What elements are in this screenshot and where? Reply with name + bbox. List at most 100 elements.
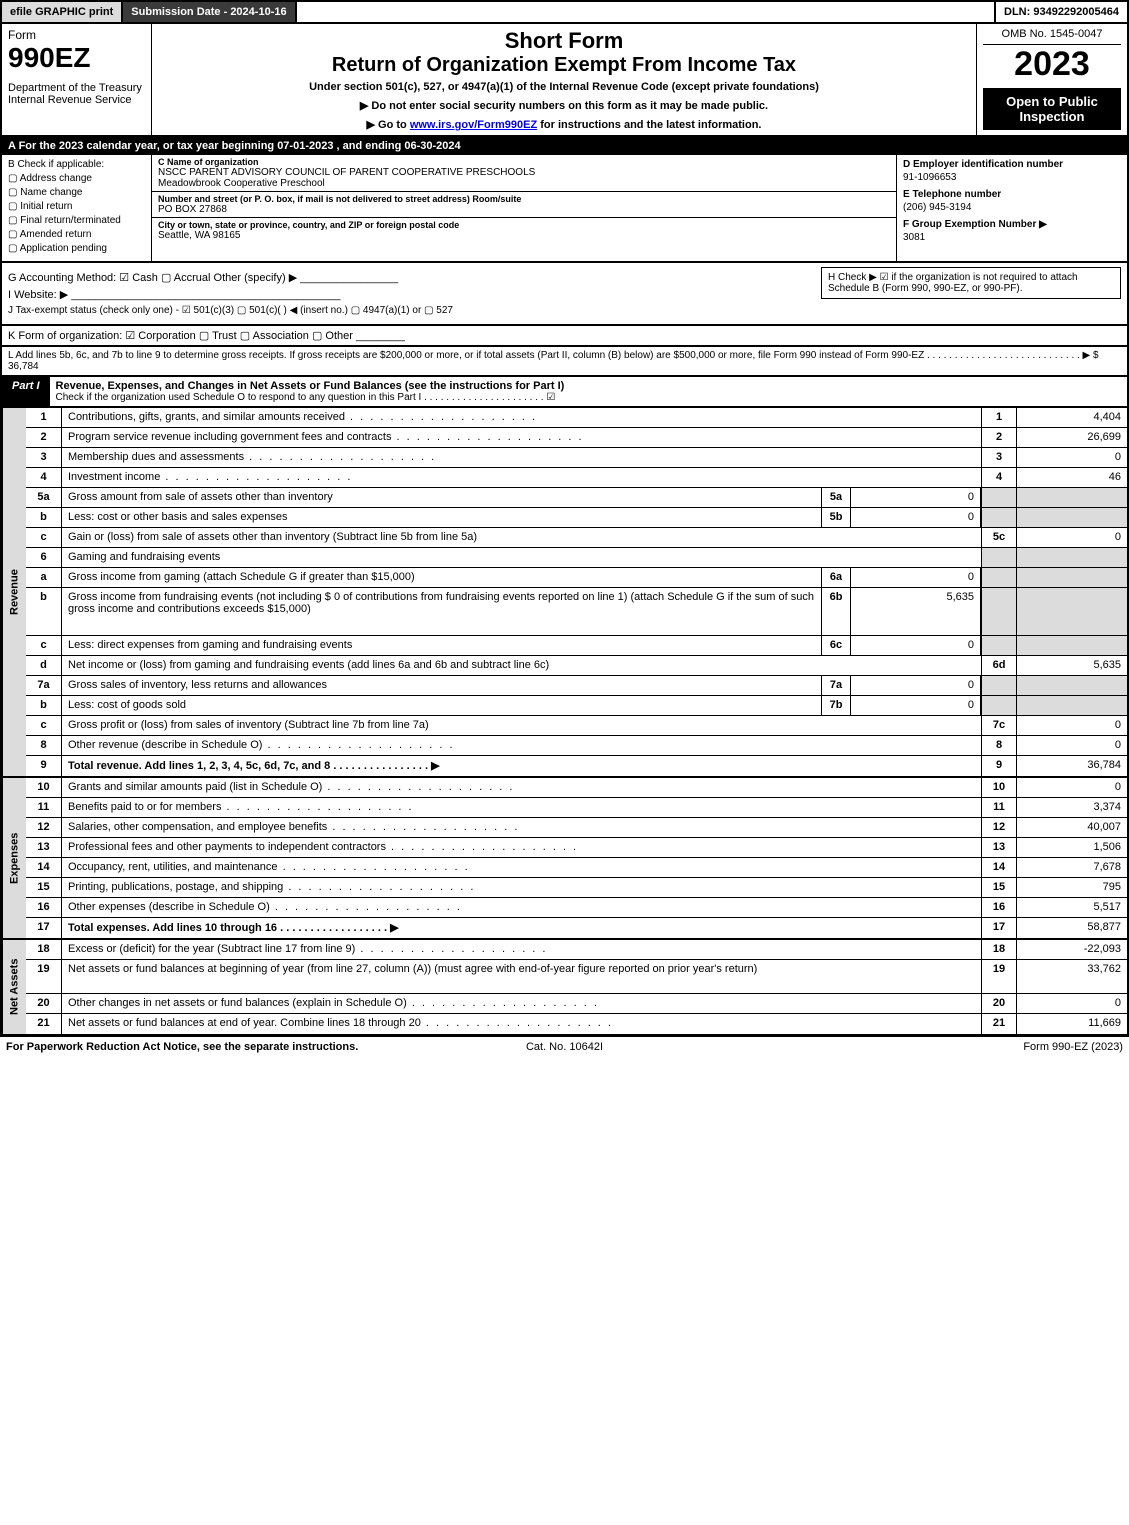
desc: Gain or (loss) from sale of assets other… — [62, 528, 981, 547]
rn: 4 — [981, 468, 1017, 487]
table-row: 12Salaries, other compensation, and empl… — [26, 818, 1127, 838]
rv-shaded — [1017, 636, 1127, 655]
org-addr-label: Number and street (or P. O. box, if mail… — [158, 194, 890, 204]
rn-shaded — [981, 568, 1017, 587]
rn: 5c — [981, 528, 1017, 547]
ln: 13 — [26, 838, 62, 857]
rn: 19 — [981, 960, 1017, 993]
ln: b — [26, 696, 62, 715]
chk-address-change[interactable]: Address change — [8, 173, 145, 184]
rn: 17 — [981, 918, 1017, 938]
rv: 36,784 — [1017, 756, 1127, 776]
short-form-label: Short Form — [158, 28, 970, 54]
desc: Occupancy, rent, utilities, and maintena… — [62, 858, 981, 877]
part-1-tab: Part I — [2, 377, 50, 406]
table-row: 19Net assets or fund balances at beginni… — [26, 960, 1127, 994]
part-1-grid: Revenue 1Contributions, gifts, grants, a… — [0, 408, 1129, 1036]
table-row: 17Total expenses. Add lines 10 through 1… — [26, 918, 1127, 938]
desc: Investment income — [62, 468, 981, 487]
part-1-subtitle: Check if the organization used Schedule … — [56, 392, 1121, 403]
topbar: efile GRAPHIC print Submission Date - 20… — [0, 0, 1129, 24]
mv: 0 — [851, 488, 981, 507]
rn-shaded — [981, 548, 1017, 567]
table-row: aGross income from gaming (attach Schedu… — [26, 568, 1127, 588]
rn: 11 — [981, 798, 1017, 817]
desc: Gross profit or (loss) from sales of inv… — [62, 716, 981, 735]
rv: 46 — [1017, 468, 1127, 487]
omb-number: OMB No. 1545-0047 — [983, 28, 1121, 45]
ln: b — [26, 508, 62, 527]
desc: Other revenue (describe in Schedule O) — [62, 736, 981, 755]
mv: 0 — [851, 676, 981, 695]
chk-initial-return[interactable]: Initial return — [8, 201, 145, 212]
rv: 0 — [1017, 736, 1127, 755]
mv: 0 — [851, 636, 981, 655]
part-1-header: Part I Revenue, Expenses, and Changes in… — [0, 377, 1129, 408]
rn-shaded — [981, 488, 1017, 507]
org-addr-block: Number and street (or P. O. box, if mail… — [152, 192, 896, 218]
rn-shaded — [981, 588, 1017, 635]
table-row: 18Excess or (deficit) for the year (Subt… — [26, 940, 1127, 960]
rn: 15 — [981, 878, 1017, 897]
line-h: H Check ▶ ☑ if the organization is not r… — [821, 267, 1121, 299]
chk-amended-return[interactable]: Amended return — [8, 229, 145, 240]
rv: 11,669 — [1017, 1014, 1127, 1034]
rn-shaded — [981, 696, 1017, 715]
ln: b — [26, 588, 62, 635]
tel-label: E Telephone number — [903, 189, 1121, 200]
desc: Professional fees and other payments to … — [62, 838, 981, 857]
table-row: 14Occupancy, rent, utilities, and mainte… — [26, 858, 1127, 878]
line-j: J Tax-exempt status (check only one) - ☑… — [8, 305, 1121, 316]
part-1-title: Revenue, Expenses, and Changes in Net As… — [50, 377, 1127, 406]
mv: 0 — [851, 568, 981, 587]
irs-link[interactable]: www.irs.gov/Form990EZ — [410, 119, 537, 131]
table-row: 20Other changes in net assets or fund ba… — [26, 994, 1127, 1014]
ln: 4 — [26, 468, 62, 487]
form-subtitle: Under section 501(c), 527, or 4947(a)(1)… — [158, 81, 970, 93]
desc: Program service revenue including govern… — [62, 428, 981, 447]
rv-shaded — [1017, 588, 1127, 635]
col-b-header: B Check if applicable: — [8, 159, 145, 170]
rn: 8 — [981, 736, 1017, 755]
side-label-revenue: Revenue — [2, 408, 26, 776]
org-city-block: City or town, state or province, country… — [152, 218, 896, 243]
note2-suffix: for instructions and the latest informat… — [537, 119, 761, 131]
note2-prefix: ▶ Go to — [367, 119, 410, 131]
chk-name-change[interactable]: Name change — [8, 187, 145, 198]
desc: Less: cost or other basis and sales expe… — [62, 508, 821, 527]
rv: 33,762 — [1017, 960, 1127, 993]
footer-left: For Paperwork Reduction Act Notice, see … — [6, 1041, 378, 1053]
rv: 0 — [1017, 778, 1127, 797]
rn: 18 — [981, 940, 1017, 959]
desc: Gaming and fundraising events — [62, 548, 981, 567]
rv-shaded — [1017, 676, 1127, 695]
rv: 0 — [1017, 448, 1127, 467]
rv: 58,877 — [1017, 918, 1127, 938]
mn: 6c — [821, 636, 851, 655]
desc: Membership dues and assessments — [62, 448, 981, 467]
ln: 18 — [26, 940, 62, 959]
row-a-tax-year: A For the 2023 calendar year, or tax yea… — [0, 137, 1129, 155]
efile-print-button[interactable]: efile GRAPHIC print — [2, 2, 123, 22]
meta-g-h-i-j: H Check ▶ ☑ if the organization is not r… — [0, 263, 1129, 326]
table-row: 5aGross amount from sale of assets other… — [26, 488, 1127, 508]
table-row: 15Printing, publications, postage, and s… — [26, 878, 1127, 898]
ln: a — [26, 568, 62, 587]
header-right: OMB No. 1545-0047 2023 Open to Public In… — [977, 24, 1127, 135]
chk-final-return[interactable]: Final return/terminated — [8, 215, 145, 226]
mn: 5b — [821, 508, 851, 527]
chk-application-pending[interactable]: Application pending — [8, 243, 145, 254]
ln: d — [26, 656, 62, 675]
rn: 10 — [981, 778, 1017, 797]
ln: 5a — [26, 488, 62, 507]
table-row: 3Membership dues and assessments30 — [26, 448, 1127, 468]
desc: Gross amount from sale of assets other t… — [62, 488, 821, 507]
ln: c — [26, 716, 62, 735]
desc: Gross income from gaming (attach Schedul… — [62, 568, 821, 587]
form-note-1: ▶ Do not enter social security numbers o… — [158, 99, 970, 112]
rv: 7,678 — [1017, 858, 1127, 877]
ln: 20 — [26, 994, 62, 1013]
table-row: 8Other revenue (describe in Schedule O)8… — [26, 736, 1127, 756]
submission-date-button[interactable]: Submission Date - 2024-10-16 — [123, 2, 296, 22]
ln: 3 — [26, 448, 62, 467]
